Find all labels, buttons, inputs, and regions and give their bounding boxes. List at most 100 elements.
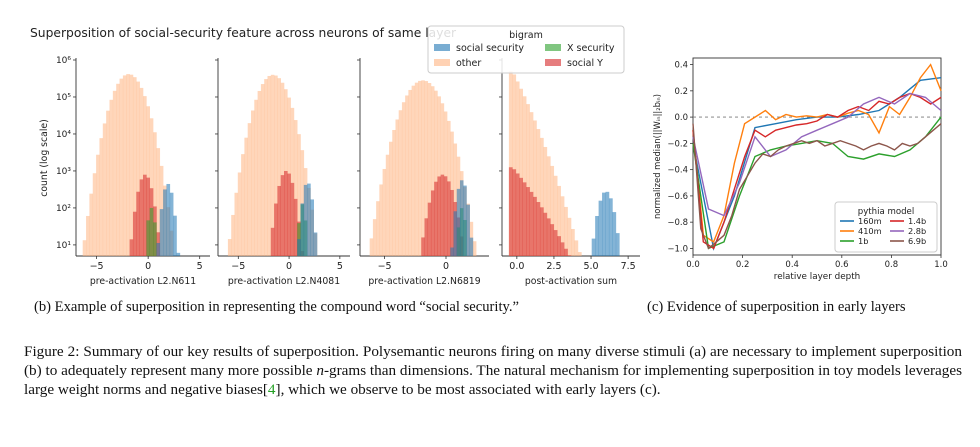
histogram-bar: [574, 240, 579, 256]
histogram-bar: [89, 193, 94, 256]
histogram-bar: [290, 107, 295, 256]
histogram-bar: [418, 80, 422, 256]
x-tick-label: 0.2: [736, 260, 750, 270]
histogram-bar: [533, 120, 537, 256]
legend-label: 1b: [858, 236, 868, 246]
histogram-bar: [437, 176, 441, 256]
x-tick-label: −5: [378, 261, 392, 272]
histogram-bar: [546, 218, 551, 256]
histogram-bar: [293, 120, 298, 256]
histogram-bar: [453, 143, 458, 256]
histogram-bar: [310, 199, 314, 256]
legend-label: 160m: [858, 216, 882, 226]
y-tick-label: −1.0: [667, 244, 688, 254]
legend-swatch: [434, 59, 450, 66]
histogram-bar: [472, 241, 477, 256]
series-line-410m: [692, 63, 942, 243]
histogram-bar: [522, 182, 527, 256]
y-tick-label: 10³: [56, 167, 71, 177]
histogram-bar: [424, 81, 429, 256]
x-axis-label: pre-activation L2.N4081: [228, 276, 340, 287]
histogram-bar: [372, 219, 377, 256]
histogram-bar: [86, 215, 90, 256]
series-social-security: [297, 183, 318, 256]
histogram-bar: [427, 83, 432, 256]
x-tick-label: 0.8: [885, 260, 899, 270]
histogram-bar: [411, 85, 416, 257]
histogram-bar: [231, 214, 235, 256]
histogram-bar: [287, 173, 291, 256]
histogram-bar: [290, 182, 295, 256]
histogram-bar: [536, 202, 541, 256]
histogram-bar: [82, 240, 87, 256]
histogram-panel-4: 0.0 2.5 5.0 7.5 post-activation sum bigram soc…: [427, 25, 640, 287]
histogram-bar: [526, 104, 530, 256]
y-axis-label: normalized median(||Wᵢₙ||₂bᵢₙ): [652, 94, 662, 219]
histogram-bar: [512, 169, 517, 256]
histogram-bar: [401, 102, 406, 256]
histogram-bar: [297, 134, 301, 256]
histogram-bar: [376, 201, 380, 256]
histogram-bar: [553, 230, 558, 256]
histogram-bar: [274, 203, 278, 256]
histogram-bar: [546, 156, 551, 256]
citation-link[interactable]: 4: [267, 381, 276, 398]
histogram-bar: [550, 165, 555, 256]
y-tick-label: 10²: [56, 204, 71, 214]
histogram-bar: [112, 90, 117, 256]
histogram-bar: [139, 179, 144, 256]
histogram-bar: [392, 130, 396, 256]
series-social-security: [450, 180, 474, 256]
x-tick-label: 5: [337, 261, 343, 272]
histogram-bar: [466, 204, 470, 256]
series-social-security: [156, 183, 181, 256]
histogram-bar: [571, 228, 575, 256]
body-text-part-1: Figure 2: Summary of our key results of …: [24, 343, 962, 379]
histogram-panel-3: −5 0 pre-activation L2.N6819: [357, 58, 489, 287]
legend-title: pythia model: [858, 207, 915, 217]
caption-b: (b) Example of superposition in represen…: [34, 299, 519, 315]
legend-title: bigram: [509, 30, 543, 41]
y-axis-label: count (log scale): [39, 119, 50, 197]
legend-label: X security: [567, 43, 615, 54]
histogram-bar: [557, 185, 561, 256]
histogram-bar: [136, 81, 140, 256]
x-tick-label: 0: [443, 261, 449, 272]
histogram-bar: [106, 110, 110, 256]
histogram-bar: [300, 150, 305, 256]
y-tick-label: 0.2: [674, 87, 688, 97]
histogram-bar: [469, 237, 474, 256]
histogram-bar: [156, 242, 161, 256]
histogram-bar: [508, 71, 513, 256]
histogram-bar: [543, 146, 548, 256]
histogram-bar: [430, 86, 435, 256]
histogram-bar: [405, 95, 409, 256]
histogram-bar: [163, 189, 167, 256]
histogram-bar: [146, 220, 150, 256]
layer-depth-line-chart: 0.0 0.2 0.4 0.6 0.8 1.0 −1.0 −0.8 −0.6 −0.4 −0.2 0.…: [652, 57, 948, 282]
histogram-bar: [244, 137, 248, 256]
bigram-legend: bigram social security X security other soci…: [427, 25, 625, 74]
histogram-bar: [526, 187, 530, 256]
histogram-bar: [277, 78, 281, 257]
y-tick-label: 10¹: [56, 241, 71, 251]
histogram-bar: [96, 154, 100, 256]
legend-label: social Y: [567, 58, 603, 69]
histogram-bar: [280, 82, 285, 257]
histogram-bar: [379, 184, 383, 256]
histogram-bar: [254, 99, 258, 256]
histogram-bar: [463, 185, 467, 256]
legend-swatch: [545, 59, 561, 66]
histogram-bar: [284, 170, 288, 256]
histogram-bar: [153, 222, 157, 256]
histogram-bar: [234, 192, 239, 256]
histogram-bar: [456, 188, 461, 256]
histogram-bar: [132, 77, 137, 256]
histogram-bar: [591, 238, 596, 256]
legend-box: [834, 201, 938, 253]
histogram-bar: [539, 137, 544, 256]
histogram-bar: [129, 239, 134, 256]
histogram-bar: [398, 110, 403, 257]
histogram-bar: [522, 96, 527, 256]
series-social-y: [421, 174, 464, 256]
